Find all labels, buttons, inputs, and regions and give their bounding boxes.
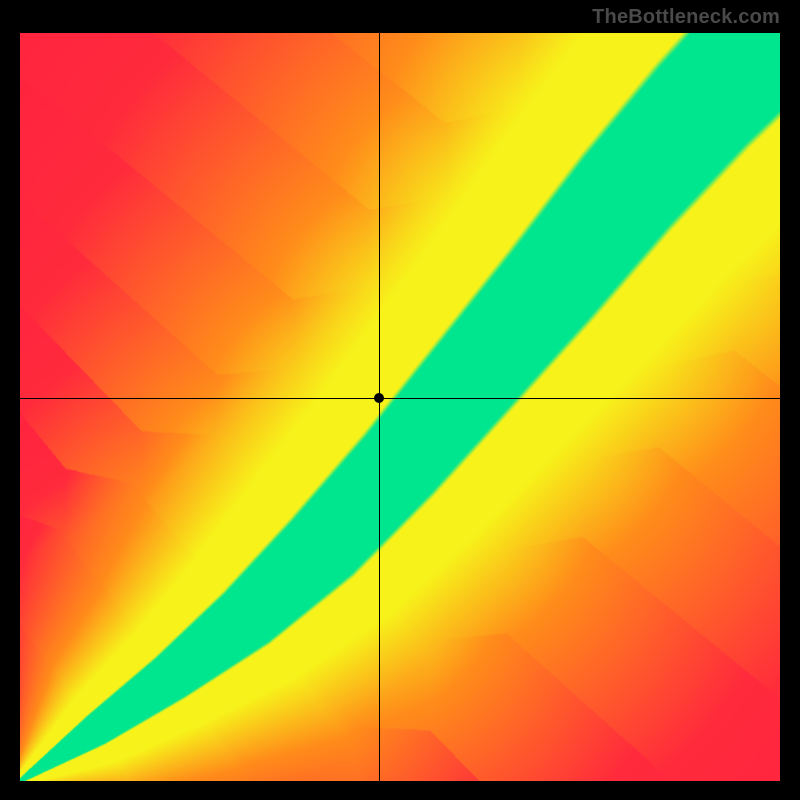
heatmap-canvas	[20, 33, 780, 781]
crosshair-horizontal	[20, 398, 780, 399]
crosshair-vertical	[379, 33, 380, 781]
crosshair-marker	[374, 393, 384, 403]
watermark-text: TheBottleneck.com	[592, 6, 780, 29]
chart-container: TheBottleneck.com	[0, 0, 800, 800]
heatmap-plot	[20, 33, 780, 781]
